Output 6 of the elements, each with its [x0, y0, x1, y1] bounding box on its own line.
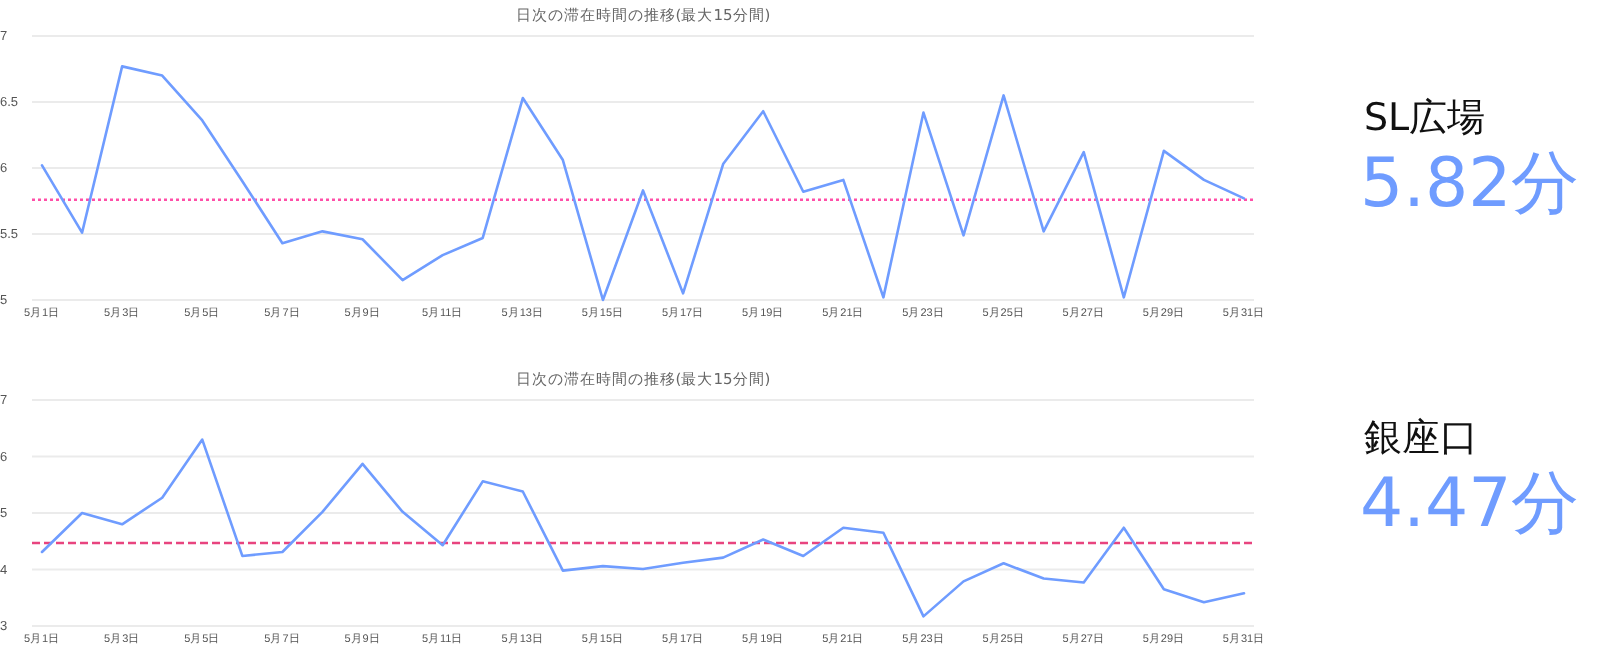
line-series — [40, 438, 1246, 618]
text: 4.47分 — [1360, 464, 1580, 544]
text: 銀座口 — [1364, 416, 1478, 460]
text: SL広場 — [1364, 96, 1486, 140]
text: 5.82分 — [1360, 144, 1580, 224]
line-series — [40, 65, 1246, 302]
